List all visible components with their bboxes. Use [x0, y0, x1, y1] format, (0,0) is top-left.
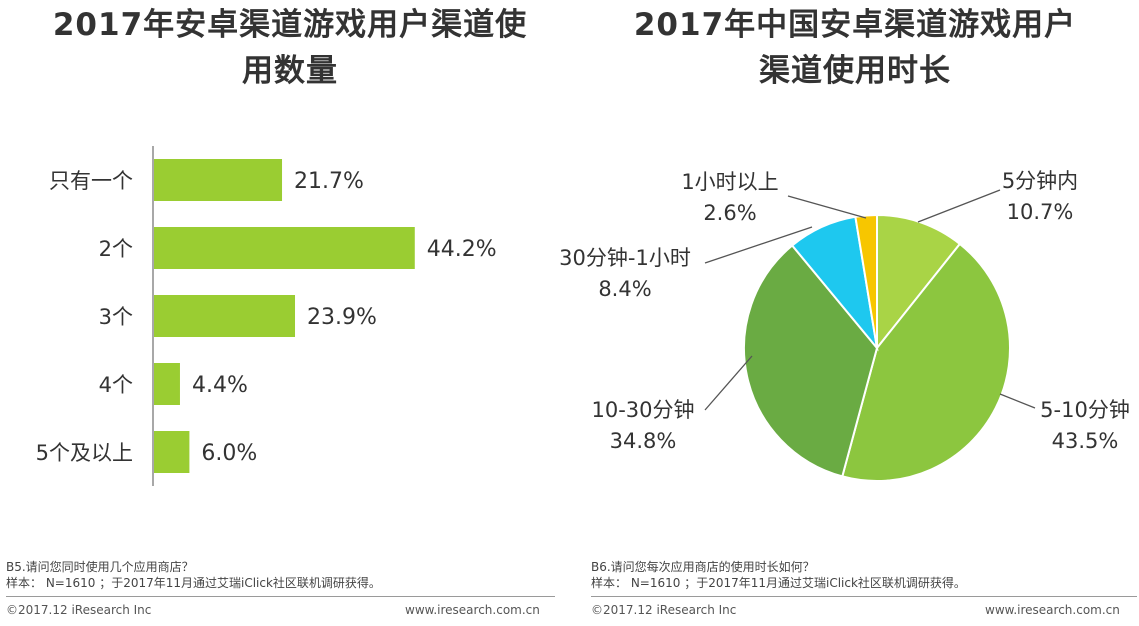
- pie-slice: [876, 213, 962, 351]
- bar-value-label: 44.2%: [427, 237, 497, 262]
- bar-value-label: 23.9%: [307, 305, 377, 330]
- bar: [154, 295, 296, 337]
- pie-chart-title: 2017年中国安卓渠道游戏用户 渠道使用时长: [580, 2, 1130, 94]
- pie-value-label: 43.5%: [1052, 429, 1119, 453]
- pie-slice: [743, 244, 879, 478]
- pie-value-label: 8.4%: [598, 277, 651, 301]
- copyright-right: ©2017.12 iResearch Inc: [591, 603, 737, 617]
- bar-category-label: 3个: [99, 305, 133, 329]
- pie-chart-title-line1: 2017年中国安卓渠道游戏用户: [633, 7, 1077, 43]
- pie-leader-line: [917, 189, 1001, 223]
- pie-slice-label: 5-10分钟: [1040, 398, 1130, 422]
- bar-category-label: 4个: [99, 373, 133, 397]
- pie-slice: [841, 242, 1011, 482]
- bar-chart-title-line2: 用数量: [242, 53, 338, 89]
- bar: [154, 363, 180, 405]
- pie-leader-line: [704, 226, 813, 264]
- pie-leader-line: [999, 393, 1036, 409]
- pie-slice-label: 10-30分钟: [591, 398, 694, 422]
- copyright-left: ©2017.12 iResearch Inc: [6, 603, 152, 617]
- pie-chart-title-line2: 渠道使用时长: [759, 53, 951, 89]
- bar-value-label: 6.0%: [201, 441, 257, 466]
- bar-category-label: 2个: [99, 237, 133, 261]
- pie-slice-label: 1小时以上: [681, 170, 778, 194]
- bar: [154, 431, 190, 473]
- pie-value-label: 2.6%: [703, 201, 756, 225]
- pie-slice: [854, 213, 878, 349]
- bar: [154, 159, 283, 201]
- pie-slice-label: 30分钟-1小时: [559, 246, 691, 270]
- pie-value-label: 10.7%: [1007, 200, 1074, 224]
- pie-chart: 5分钟内 10.7% 5-10分钟 43.5% 10-30分钟 34.8% 30分钟-1小时…: [559, 169, 1130, 482]
- bar-note-question: B5.请问您同时使用几个应用商店？: [6, 560, 194, 574]
- bar-category-label: 5个及以上: [36, 441, 133, 465]
- pie-slice-label: 5分钟内: [1002, 169, 1078, 193]
- bar-value-label: 4.4%: [192, 373, 248, 398]
- bar-value-label: 21.7%: [294, 169, 364, 194]
- bar: [154, 227, 415, 269]
- bar-category-label: 只有一个: [49, 169, 133, 193]
- bar-chart: 只有一个 21.7% 2个 44.2% 3个 23.9% 4个 4.4% 5个及以上 6.0%: [36, 146, 497, 486]
- pie-value-label: 34.8%: [610, 429, 677, 453]
- website-right: www.iresearch.com.cn: [985, 603, 1120, 617]
- bar-chart-title-line1: 2017年安卓渠道游戏用户渠道使: [52, 7, 528, 43]
- pie-note-sample: 样本： N=1610 ；于2017年11月通过艾瑞iClick社区联机调研获得。: [591, 576, 966, 590]
- website-left: www.iresearch.com.cn: [405, 603, 540, 617]
- footer-divider-left: [6, 596, 555, 597]
- footer-divider-right: [591, 596, 1137, 597]
- pie-leader-line: [704, 355, 753, 411]
- pie-leader-line: [787, 195, 867, 219]
- bar-note-sample: 样本： N=1610 ；于2017年11月通过艾瑞iClick社区联机调研获得。: [6, 576, 381, 590]
- bar-chart-title: 2017年安卓渠道游戏用户渠道使 用数量: [20, 2, 560, 94]
- pie-note-question: B6.请问您每次应用商店的使用时长如何？: [591, 560, 815, 574]
